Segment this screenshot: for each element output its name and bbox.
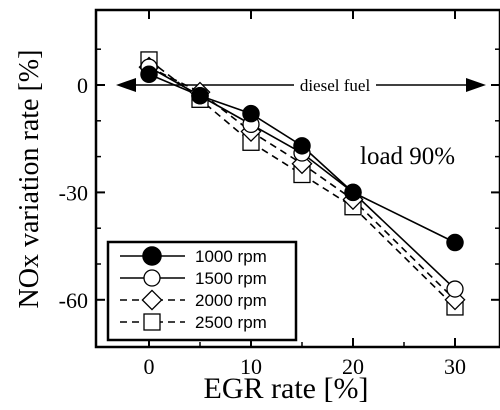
legend-label: 1000 rpm (195, 247, 267, 266)
legend-label: 2500 rpm (195, 313, 267, 332)
y-tick-label: -60 (59, 288, 88, 313)
x-tick-label: 10 (240, 354, 262, 379)
arrow-head-right-icon (466, 78, 486, 92)
data-point-1000-rpm (293, 137, 311, 155)
legend-marker (142, 246, 162, 266)
tick-layer: 0 10 20 30 0 -30 -60 (59, 10, 500, 379)
x-tick-label: 30 (444, 354, 466, 379)
plot-frame (94, 8, 500, 349)
legend-label: 2000 rpm (195, 291, 267, 310)
load-label: load 90% (360, 143, 455, 170)
legend-marker (141, 289, 163, 311)
legend-box (106, 240, 298, 342)
data-point-1000-rpm (344, 183, 362, 202)
legend-marker (143, 269, 161, 287)
y-tick-label: 0 (77, 73, 88, 98)
legend-label: 1500 rpm (195, 269, 267, 288)
x-tick-label: 0 (144, 354, 155, 379)
y-axis-title: NOx variation rate [%] (14, 50, 45, 309)
annotation-layer: diesel fuel load 90% (116, 76, 486, 170)
x-tick-label: 20 (342, 354, 364, 379)
arrow-head-left-icon (116, 78, 136, 92)
legend-marker (143, 313, 161, 331)
data-point-1000-rpm (242, 104, 260, 123)
legend: 1000 rpm 1500 rpm 2000 rpm 2500 rpm (106, 240, 298, 342)
data-point-1500-rpm (446, 280, 464, 298)
data-point-1000-rpm (446, 233, 464, 252)
y-tick-label: -30 (59, 180, 88, 205)
x-axis-title: EGR rate [%] (204, 372, 369, 405)
data-point-1000-rpm (140, 65, 158, 84)
range-label: diesel fuel (300, 76, 371, 95)
series-line-2000-rpm (148, 66, 456, 301)
data-point-1000-rpm (191, 86, 209, 105)
series-layer (138, 51, 466, 316)
